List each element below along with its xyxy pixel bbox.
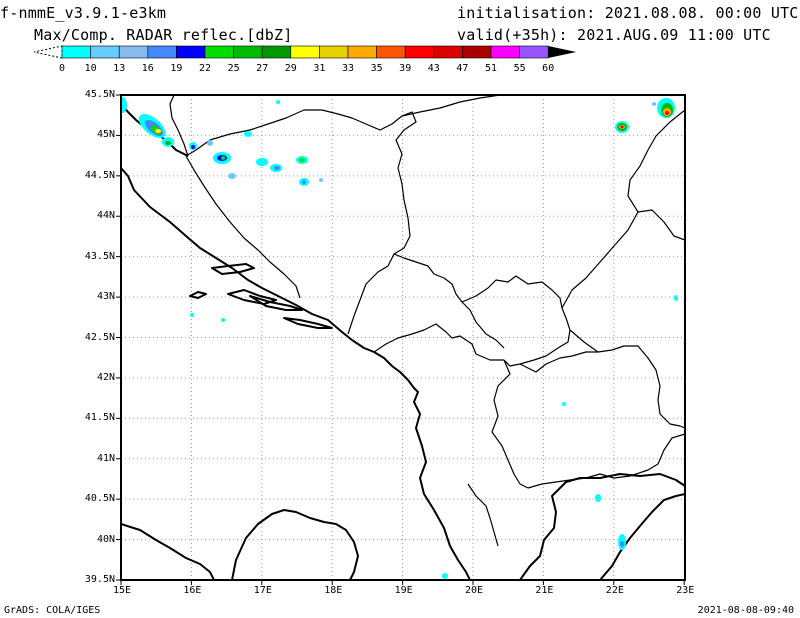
lat-label: 42.5N [84,331,115,343]
lat-label: 40N [96,533,115,545]
colorbar: 0 10 13 16 19 22 25 27 29 31 33 35 39 43 47 51 55 60 [33,45,577,74]
lon-label: 18E [324,585,343,596]
border-hungary [401,95,501,117]
lon-label: 15E [113,585,132,596]
border-croatia-bosnia-south [185,155,301,299]
coastline-italy-ionian [231,509,359,580]
axis-ticks [116,94,685,585]
island-4 [283,317,333,329]
island-5 [189,291,207,299]
radar-echoes [121,97,678,579]
lon-label: 16E [183,585,202,596]
colorbar-label: 27 [256,63,268,74]
coastline-italy [121,523,215,580]
colorbar-label: 22 [199,63,211,74]
lon-label: 19E [394,585,413,596]
island-2 [227,289,277,305]
colorbar-label: 43 [428,63,440,74]
lat-label: 43N [96,291,115,303]
colorbar-label: 25 [228,63,240,74]
colorbar-boxes [33,45,577,59]
init-time: initialisation: 2021.08.08. 00:00 UTC [457,4,799,22]
coastline-greece [519,473,685,580]
lon-label: 17E [253,585,272,596]
border-serbia-bulgaria [569,329,685,429]
border-montenegro-serbia [461,301,505,349]
colorbar-label: 31 [313,63,325,74]
lat-label: 44N [96,210,115,222]
border-croatia-bosnia-north [185,109,417,255]
lon-label: 21E [535,585,554,596]
colorbar-label: 33 [342,63,354,74]
colorbar-label: 47 [456,63,468,74]
border-albania-macedonia [491,359,529,489]
colorbar-label: 35 [371,63,383,74]
lon-label: 22E [605,585,624,596]
border-kosovo [461,275,571,367]
lon-label: 20E [465,585,484,596]
colorbar-label: 39 [399,63,411,74]
border-macedonia-bulgaria [519,351,598,373]
border-montenegro-albania [373,323,504,361]
lat-label: 44.5N [84,169,115,181]
border-serbia-romania [637,209,685,241]
colorbar-box [519,45,549,59]
border-bulgaria-greece [657,433,685,465]
border-croatia-slovenia [169,95,189,157]
colorbar-label: 19 [170,63,182,74]
lon-label: 23E [676,585,695,596]
colorbar-label: 51 [485,63,497,74]
lat-label: 40.5N [84,493,115,505]
island-1 [211,263,255,275]
footer-grads: GrADS: COLA/IGES [4,605,101,616]
lat-label: 41N [96,452,115,464]
colorbar-label: 60 [542,63,554,74]
island-3 [249,295,303,311]
coastline-east-adriatic [121,167,471,580]
border-albania-greece [467,483,499,547]
coastline-greece-south [599,493,685,580]
field-title: Max/Comp. RADAR reflec.[dbZ] [34,26,293,44]
border-bosnia-montenegro [347,253,463,335]
colorbar-labels: 0 10 13 16 19 22 25 27 29 31 33 35 39 43 47 51 55 60 [59,63,554,74]
colorbar-label: 0 [59,63,65,74]
lat-label: 43.5N [84,250,115,262]
colorbar-high-arrow [548,46,577,58]
lat-label: 39.5N [84,574,115,585]
colorbar-label: 55 [514,63,526,74]
valid-time: valid(+35h): 2021.AUG.09 11:00 UTC [457,26,771,44]
border-macedonia-greece [527,463,659,489]
colorbar-label: 13 [113,63,125,74]
footer-timestamp: 2021-08-08-09:40 [697,605,794,616]
lat-label: 42N [96,371,115,383]
lat-label: 41.5N [84,412,115,424]
border-serbia-north [561,109,685,309]
colorbar-label: 16 [142,63,154,74]
colorbar-label: 10 [85,63,97,74]
model-title: f-nmmE_v3.9.1-e3km [0,4,167,22]
colorbar-label: 29 [285,63,297,74]
lat-label: 45N [96,129,115,141]
lat-label: 45.5N [84,89,115,100]
